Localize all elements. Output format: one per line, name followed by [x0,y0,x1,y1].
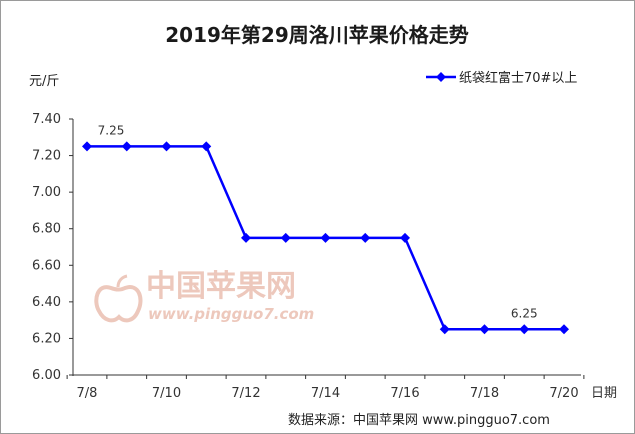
chart-title: 2019年第29周洛川苹果价格走势 [165,23,469,47]
data-point [121,141,132,152]
y-tick-label: 7.00 [32,185,61,200]
x-axis-label: 日期 [591,386,617,401]
y-tick-label: 7.40 [32,112,61,127]
y-tick-label: 7.20 [32,149,61,164]
watermark-name: 中国苹果网 [146,269,296,304]
data-point [201,141,212,152]
y-axis-unit: 元/斤 [29,74,59,89]
legend-marker-swatch [436,72,446,82]
data-point [280,232,291,243]
y-tick-label: 6.20 [32,331,61,346]
watermark-url: www.pingguo7.com [148,305,314,323]
data-label: 7.25 [98,123,125,137]
data-point [161,141,172,152]
data-point [320,232,331,243]
data-point [479,324,490,335]
data-point [241,232,251,243]
data-point [559,324,569,335]
y-tick-label: 6.40 [32,295,61,310]
data-point [439,324,450,335]
y-tick-label: 6.80 [32,222,61,237]
data-point [400,232,410,243]
y-tick-label: 6.00 [32,368,61,383]
legend-label: 纸袋红富士70#以上 [459,70,577,86]
x-tick-label: 7/8 [77,386,98,401]
legend: 纸袋红富士70#以上 [426,70,577,86]
x-tick-label: 7/20 [549,386,578,401]
source-note: 数据来源：中国苹果网 www.pingguo7.com [288,413,550,428]
x-ticks: 7/8 7/10 7/12 7/14 7/16 7/18 7/20 [66,375,585,401]
data-point [519,324,530,335]
y-tick-label: 6.60 [32,258,61,273]
x-tick-label: 7/10 [152,386,181,401]
data-label: 6.25 [511,306,538,320]
watermark: 中国苹果网 www.pingguo7.com [94,269,314,323]
y-ticks: 6.00 6.20 6.40 6.60 6.80 7.00 7.20 7.40 [32,112,73,383]
data-point [82,141,92,152]
data-labels: 7.25 6.25 [98,123,538,320]
x-tick-label: 7/18 [470,386,499,401]
x-tick-label: 7/16 [390,386,419,401]
x-tick-label: 7/14 [311,386,340,401]
data-point [360,232,371,243]
series-group [82,141,569,335]
x-tick-label: 7/12 [231,386,260,401]
apple-logo-icon [94,274,143,323]
